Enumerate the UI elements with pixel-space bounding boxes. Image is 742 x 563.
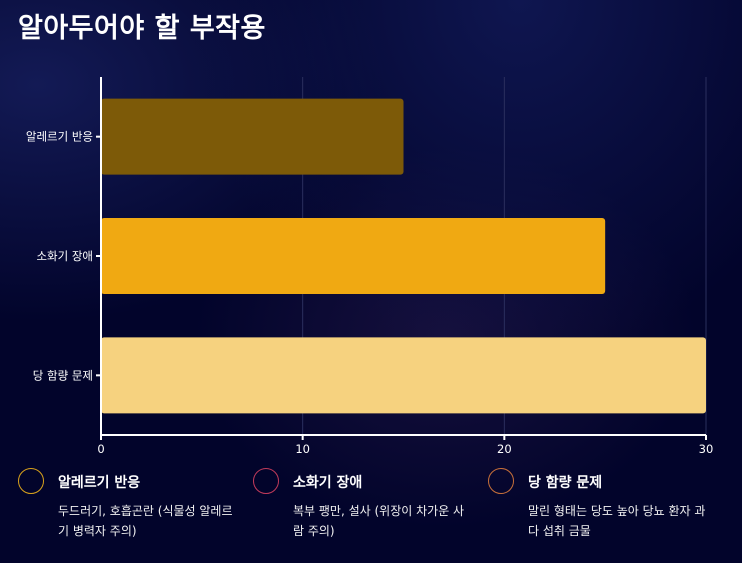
legend: 알레르기 반응 두드러기, 호흡곤란 (식물성 알레르기 병력자 주의) 소화기… [0,468,742,563]
bar [101,218,606,294]
legend-label: 소화기 장애 [293,475,363,491]
legend-description: 두드러기, 호흡곤란 (식물성 알레르기 병력자 주의) [58,504,233,538]
y-tick-label: 소화기 장애 [36,249,93,263]
legend-marker [253,468,279,494]
legend-label: 당 함량 문제 [528,475,603,491]
x-tick-label: 20 [497,442,512,456]
y-tick-label: 알레르기 반응 [26,130,93,144]
legend-marker [488,468,514,494]
legend-description: 말린 형태는 당도 높아 당뇨 환자 과다 섭취 금물 [528,504,706,538]
legend-marker [18,468,44,494]
chart-title: 알아두어야 할 부작용 [18,13,266,44]
x-tick-label: 30 [699,442,714,456]
bar [101,337,706,414]
x-tick-label: 0 [97,442,104,456]
bar [101,98,404,175]
legend-description: 복부 팽만, 설사 (위장이 차가운 사람 주의) [293,504,465,538]
y-tick-label: 당 함량 문제 [33,368,93,382]
x-tick-label: 10 [295,442,310,456]
legend-label: 알레르기 반응 [58,475,141,491]
